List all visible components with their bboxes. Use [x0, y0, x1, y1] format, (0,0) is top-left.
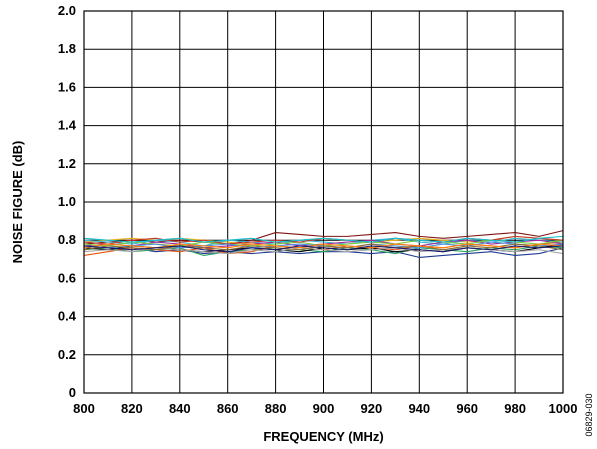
x-tick-label: 920	[361, 401, 383, 416]
plot-frame	[83, 10, 564, 394]
x-tick-label: 880	[265, 401, 287, 416]
x-axis-title: FREQUENCY (MHz)	[263, 429, 383, 444]
series-line-13	[83, 243, 564, 251]
series-line-1	[83, 230, 564, 245]
x-tick-label: 840	[169, 401, 191, 416]
grid-lines	[83, 10, 564, 394]
series-lines	[83, 230, 564, 258]
x-tick-label: 860	[217, 401, 239, 416]
x-tick-label: 1000	[549, 401, 578, 416]
x-tick-label: 800	[73, 401, 95, 416]
y-tick-label: 1.0	[58, 194, 76, 209]
x-tick-label: 900	[313, 401, 335, 416]
y-tick-label: 0	[69, 385, 76, 400]
figure-code: 06829-030	[584, 393, 594, 436]
series-line-14	[83, 235, 564, 243]
y-tick-label: 2.0	[58, 3, 76, 18]
x-tick-label: 960	[456, 401, 478, 416]
y-tick-label: 1.4	[58, 118, 77, 133]
y-tick-label: 0.8	[58, 232, 76, 247]
y-tick-label: 0.2	[58, 347, 76, 362]
y-tick-label: 1.6	[58, 79, 76, 94]
y-tick-label: 1.2	[58, 156, 76, 171]
y-tick-labels: 0 0.2 0.4 0.6 0.8 1.0 1.2 1.4 1.6 1.8 2.0	[58, 3, 77, 400]
series-line-16	[83, 245, 564, 253]
y-axis-title: NOISE FIGURE (dB)	[10, 141, 25, 264]
x-tick-label: 820	[121, 401, 143, 416]
x-tick-label: 940	[408, 401, 430, 416]
y-tick-label: 1.8	[58, 41, 76, 56]
series-line-15	[83, 243, 564, 249]
x-tick-labels: 800 820 840 860 880 900 920 940 960 980 1000	[73, 401, 577, 416]
x-tick-label: 980	[504, 401, 526, 416]
y-tick-label: 0.4	[58, 309, 77, 324]
y-tick-label: 0.6	[58, 270, 76, 285]
